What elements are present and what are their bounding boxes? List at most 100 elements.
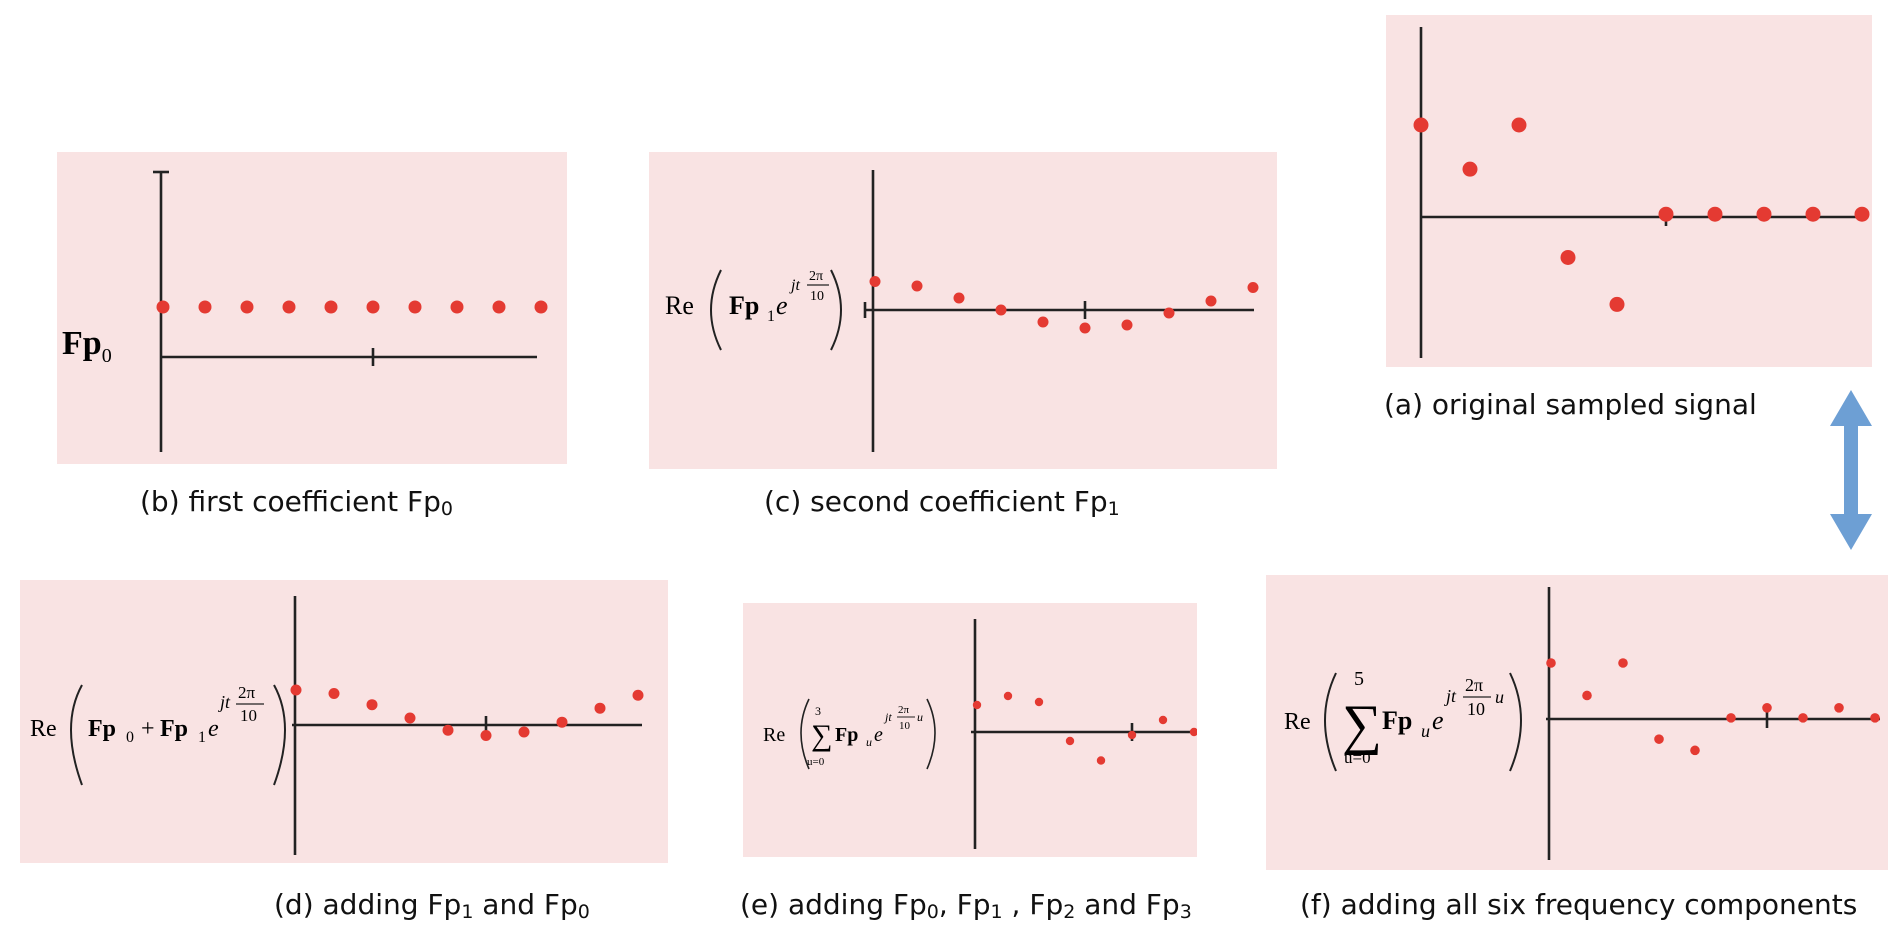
caption-f: (f) adding all six frequency components [1300, 888, 1858, 921]
left-paren [70, 684, 83, 786]
plot-b: Fp0 [62, 170, 548, 452]
svg-text:Re: Re [763, 724, 785, 746]
left-paren [800, 698, 810, 770]
sample-point [240, 300, 254, 314]
sample-point [404, 712, 416, 724]
svg-text:e: e [208, 716, 219, 742]
svg-text:2π: 2π [1465, 675, 1483, 695]
sample-point [1560, 249, 1576, 265]
svg-text:Re: Re [30, 716, 57, 742]
panel-a [1386, 15, 1872, 367]
left-paren [1324, 672, 1337, 772]
sample-point [1079, 322, 1091, 334]
svg-text:1: 1 [198, 729, 206, 746]
plot-c: Re Fp 1 e jt 2π 10 [665, 170, 1259, 452]
sample-point [972, 700, 982, 710]
svg-text:Fp: Fp [88, 716, 116, 742]
double-arrow-icon [1830, 390, 1872, 550]
sample-point [1127, 730, 1137, 740]
sample-point [1065, 736, 1075, 746]
caption-e: (e) adding Fp0, Fp1 , Fp2 and Fp3 [740, 888, 1192, 923]
svg-text:3: 3 [815, 704, 821, 718]
sample-point [1189, 727, 1197, 737]
sample-point [1834, 703, 1844, 713]
caption-a-text: (a) original sampled signal [1384, 388, 1757, 421]
left-paren [710, 269, 722, 351]
formula-e: Re 3 ∑ u=0 Fp u e jt 2π 10 u [763, 698, 936, 770]
panel-c: Re Fp 1 e jt 2π 10 [649, 152, 1277, 469]
svg-text:∑: ∑ [811, 719, 832, 752]
sample-point [1247, 282, 1259, 293]
sample-point [408, 300, 422, 314]
sample-point [594, 702, 606, 714]
sample-point [1205, 295, 1217, 307]
panel-e: Re 3 ∑ u=0 Fp u e jt 2π 10 u [743, 603, 1197, 857]
sample-point [1609, 296, 1625, 312]
sample-point [632, 689, 644, 701]
sample-point [1854, 206, 1870, 222]
svg-text:5: 5 [1354, 668, 1364, 690]
right-paren [926, 698, 936, 770]
svg-text:10: 10 [1467, 699, 1485, 719]
sample-point [1462, 161, 1478, 177]
sample-point [1618, 658, 1628, 668]
sample-point [282, 300, 296, 314]
svg-text:u: u [1495, 687, 1504, 707]
plot-a [1413, 27, 1870, 358]
samples [290, 684, 644, 741]
sample-point [1003, 691, 1013, 701]
panel-b: Fp0 [57, 152, 567, 464]
samples [156, 300, 548, 366]
sample-point [450, 300, 464, 314]
sample-point [480, 730, 492, 741]
svg-text:e: e [874, 724, 883, 746]
sample-point [366, 300, 380, 314]
samples [1413, 117, 1870, 312]
samples [972, 691, 1197, 765]
samples [1546, 658, 1880, 756]
sample-point [492, 300, 506, 314]
sample-point [1690, 745, 1700, 756]
svg-text:Fp: Fp [729, 291, 759, 320]
sample-point [1037, 316, 1049, 328]
caption-c: (c) second coefficient Fp1 [764, 485, 1120, 520]
sample-point [1096, 756, 1106, 765]
svg-text:Re: Re [665, 291, 694, 320]
sample-point [1511, 117, 1527, 133]
sample-point [1034, 697, 1044, 707]
svg-text:u: u [1421, 721, 1430, 741]
svg-text:Fp: Fp [160, 716, 188, 742]
caption-a: (a) original sampled signal [1384, 388, 1757, 422]
svg-text:10: 10 [899, 720, 911, 732]
sample-point [518, 726, 530, 738]
svg-text:10: 10 [810, 289, 824, 304]
plot-f: Re 5 ∑ u=0 Fp u e jt 2π 10 u [1284, 587, 1880, 860]
svg-text:u=0: u=0 [1344, 748, 1371, 767]
sample-point [366, 699, 378, 711]
sample-point [556, 716, 568, 728]
svg-text:2π: 2π [898, 704, 910, 716]
sample-point [534, 300, 548, 314]
svg-text:+: + [141, 716, 155, 742]
svg-text:u: u [917, 710, 923, 724]
svg-text:e: e [776, 291, 788, 320]
svg-text:∑: ∑ [1342, 694, 1382, 756]
svg-text:e: e [1432, 706, 1444, 735]
sample-point [1546, 658, 1556, 668]
formula-c: Re Fp 1 e jt 2π 10 [665, 269, 842, 351]
samples [869, 276, 1259, 334]
panel-f: Re 5 ∑ u=0 Fp u e jt 2π 10 u [1266, 575, 1888, 870]
sample-point [1756, 206, 1772, 222]
sample-point [1121, 319, 1133, 331]
formula-f: Re 5 ∑ u=0 Fp u e jt 2π 10 u [1284, 668, 1522, 772]
plot-d: Re Fp 0 + Fp 1 e jt 2π 10 [30, 596, 644, 855]
sample-point [1762, 703, 1772, 713]
sample-point [1158, 715, 1168, 725]
svg-text:Fp: Fp [1382, 706, 1412, 735]
sample-point [442, 724, 454, 736]
plot-e: Re 3 ∑ u=0 Fp u e jt 2π 10 u [763, 619, 1197, 849]
sample-point [911, 280, 923, 292]
svg-text:Re: Re [1284, 709, 1311, 735]
svg-text:1: 1 [767, 308, 775, 325]
svg-text:jt: jt [789, 277, 800, 294]
